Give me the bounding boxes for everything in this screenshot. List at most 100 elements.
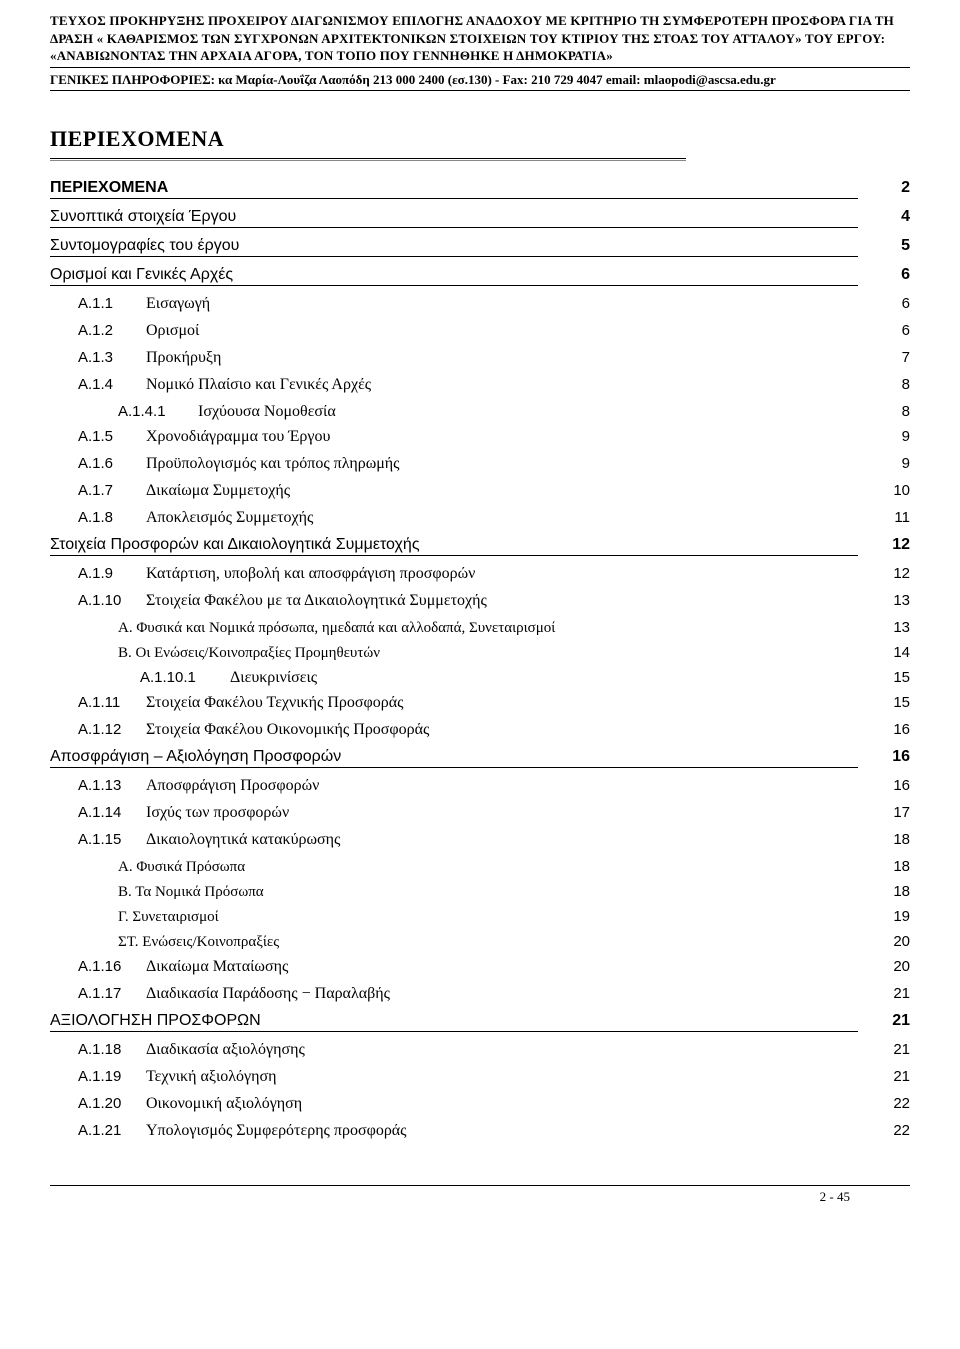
toc-label: Δικαίωμα Συμμετοχής — [146, 482, 870, 500]
toc-label: Στοιχεία Φακέλου με τα Δικαιολογητικά Συ… — [146, 592, 870, 610]
footer-line — [50, 1185, 910, 1186]
toc-label: Δικαιολογητικά κατακύρωσης — [146, 831, 870, 849]
toc-number: Α.1.3 — [78, 349, 146, 366]
toc-entry: Α.1.11Στοιχεία Φακέλου Τεχνικής Προσφορά… — [50, 694, 910, 712]
toc-label: Αποσφράγιση – Αξιολόγηση Προσφορών — [50, 748, 858, 768]
toc-page: 7 — [870, 349, 910, 366]
toc-entry: Α.1.12Στοιχεία Φακέλου Οικονομικής Προσφ… — [50, 721, 910, 739]
toc-page: 8 — [870, 403, 910, 420]
toc-number: Α.1.21 — [78, 1122, 146, 1139]
table-of-contents: ΠΕΡΙΕΧΟΜΕΝΑ2Συνοπτικά στοιχεία Έργου4Συν… — [50, 179, 910, 1140]
toc-entry: ΑΞΙΟΛΟΓΗΣΗ ΠΡΟΣΦΟΡΩΝ 21 — [50, 1012, 910, 1032]
toc-entry: Στοιχεία Προσφορών και Δικαιολογητικά Συ… — [50, 536, 910, 556]
toc-entry: Α.1.21Υπολογισμός Συμφερότερης προσφοράς… — [50, 1122, 910, 1140]
toc-number: Α.1.1 — [78, 295, 146, 312]
toc-entry: Α.1.8Αποκλεισμός Συμμετοχής11 — [50, 509, 910, 527]
toc-page: 16 — [870, 748, 910, 766]
toc-label: Β. Οι Ενώσεις/Κοινοπραξίες Προμηθευτών — [118, 645, 870, 662]
page-footer: 2 - 45 — [50, 1185, 910, 1206]
toc-page: 8 — [870, 376, 910, 393]
toc-entry: Α.1.16Δικαίωμα Ματαίωσης20 — [50, 958, 910, 976]
toc-page: 5 — [870, 237, 910, 255]
toc-number: Α.1.13 — [78, 777, 146, 794]
toc-label: Ορισμοί και Γενικές Αρχές — [50, 266, 858, 286]
toc-page: 22 — [870, 1122, 910, 1139]
page-title: ΠΕΡΙΕΧΟΜΕΝΑ — [50, 126, 910, 152]
toc-label: Στοιχεία Φακέλου Οικονομικής Προσφοράς — [146, 721, 870, 739]
toc-page: 21 — [870, 985, 910, 1002]
toc-entry: Β. Τα Νομικά Πρόσωπα18 — [50, 883, 910, 901]
toc-entry: ΣΤ. Ενώσεις/Κοινοπραξίες20 — [50, 933, 910, 951]
toc-label: Οικονομική αξιολόγηση — [146, 1095, 870, 1113]
toc-label: Συνοπτικά στοιχεία Έργου — [50, 208, 858, 228]
toc-page: 17 — [870, 804, 910, 821]
toc-label: Α. Φυσικά Πρόσωπα — [118, 859, 870, 876]
toc-label: Χρονοδιάγραμμα του Έργου — [146, 428, 870, 446]
toc-entry: Α.1.6Προϋπολογισμός και τρόπος πληρωμής9 — [50, 455, 910, 473]
header-title: ΤΕΥΧΟΣ ΠΡΟΚΗΡΥΞΗΣ ΠΡΟΧΕΙΡΟΥ ΔΙΑΓΩΝΙΣΜΟΥ … — [50, 12, 910, 65]
toc-page: 18 — [870, 883, 910, 900]
page-number: 2 - 45 — [820, 1189, 910, 1205]
toc-entry: Α.1.7Δικαίωμα Συμμετοχής10 — [50, 482, 910, 500]
toc-number: Α.1.10.1 — [140, 669, 230, 686]
toc-entry: Β. Οι Ενώσεις/Κοινοπραξίες Προμηθευτών14 — [50, 644, 910, 662]
toc-page: 19 — [870, 908, 910, 925]
toc-number: Α.1.11 — [78, 694, 146, 711]
toc-entry: Α. Φυσικά και Νομικά πρόσωπα, ημεδαπά κα… — [50, 619, 910, 637]
toc-page: 20 — [870, 933, 910, 950]
toc-number: Α.1.2 — [78, 322, 146, 339]
toc-label: Διευκρινίσεις — [230, 669, 870, 687]
toc-entry: Α.1.13Αποσφράγιση Προσφορών16 — [50, 777, 910, 795]
toc-number: Α.1.7 — [78, 482, 146, 499]
toc-number: Α.1.17 — [78, 985, 146, 1002]
toc-number: Α.1.20 — [78, 1095, 146, 1112]
toc-page: 16 — [870, 721, 910, 738]
header-divider-2 — [50, 90, 910, 91]
toc-entry: Α.1.4.1Ισχύουσα Νομοθεσία8 — [50, 403, 910, 421]
toc-label: Προϋπολογισμός και τρόπος πληρωμής — [146, 455, 870, 473]
toc-page: 21 — [870, 1012, 910, 1030]
toc-label: Αποκλεισμός Συμμετοχής — [146, 509, 870, 527]
header-contact: ΓΕΝΙΚΕΣ ΠΛΗΡΟΦΟΡΙΕΣ: κα Μαρία-Λουΐζα Λαο… — [50, 72, 910, 88]
toc-number: Α.1.14 — [78, 804, 146, 821]
toc-entry: Συντομογραφίες του έργου 5 — [50, 237, 910, 257]
toc-entry: Α.1.17Διαδικασία Παράδοσης − Παραλαβής21 — [50, 985, 910, 1003]
toc-number: Α.1.16 — [78, 958, 146, 975]
toc-label: Συντομογραφίες του έργου — [50, 237, 858, 257]
toc-label: Υπολογισμός Συμφερότερης προσφοράς — [146, 1122, 870, 1140]
toc-label: Αποσφράγιση Προσφορών — [146, 777, 870, 795]
title-underline — [50, 158, 686, 161]
toc-label: ΑΞΙΟΛΟΓΗΣΗ ΠΡΟΣΦΟΡΩΝ — [50, 1012, 858, 1032]
toc-entry: Α.1.2Ορισμοί6 — [50, 322, 910, 340]
toc-entry: Α.1.1Εισαγωγή6 — [50, 295, 910, 313]
toc-number: Α.1.15 — [78, 831, 146, 848]
toc-entry: Α.1.9Κατάρτιση, υποβολή και αποσφράγιση … — [50, 565, 910, 583]
toc-page: 4 — [870, 208, 910, 226]
toc-number: Α.1.4 — [78, 376, 146, 393]
toc-page: 20 — [870, 958, 910, 975]
toc-label: Ορισμοί — [146, 322, 870, 340]
toc-page: 14 — [870, 644, 910, 661]
toc-entry: Α.1.14Ισχύς των προσφορών17 — [50, 804, 910, 822]
toc-entry: Αποσφράγιση – Αξιολόγηση Προσφορών 16 — [50, 748, 910, 768]
toc-number: Α.1.18 — [78, 1041, 146, 1058]
toc-page: 9 — [870, 455, 910, 472]
toc-entry: Ορισμοί και Γενικές Αρχές6 — [50, 266, 910, 286]
toc-label: Β. Τα Νομικά Πρόσωπα — [118, 884, 870, 901]
toc-entry: Συνοπτικά στοιχεία Έργου 4 — [50, 208, 910, 228]
toc-label: Εισαγωγή — [146, 295, 870, 313]
toc-page: 2 — [870, 179, 910, 197]
toc-number: Α.1.9 — [78, 565, 146, 582]
toc-label: Δικαίωμα Ματαίωσης — [146, 958, 870, 976]
toc-entry: Α.1.15Δικαιολογητικά κατακύρωσης18 — [50, 831, 910, 849]
toc-page: 12 — [870, 565, 910, 582]
toc-page: 15 — [870, 694, 910, 711]
toc-label: Νομικό Πλαίσιο και Γενικές Αρχές — [146, 376, 870, 394]
toc-page: 10 — [870, 482, 910, 499]
toc-label: ΠΕΡΙΕΧΟΜΕΝΑ — [50, 179, 858, 199]
toc-label: Στοιχεία Φακέλου Τεχνικής Προσφοράς — [146, 694, 870, 712]
toc-entry: ΠΕΡΙΕΧΟΜΕΝΑ 2 — [50, 179, 910, 199]
toc-entry: Α.1.4Νομικό Πλαίσιο και Γενικές Αρχές8 — [50, 376, 910, 394]
toc-entry: Α. Φυσικά Πρόσωπα18 — [50, 858, 910, 876]
toc-label: Διαδικασία αξιολόγησης — [146, 1041, 870, 1059]
